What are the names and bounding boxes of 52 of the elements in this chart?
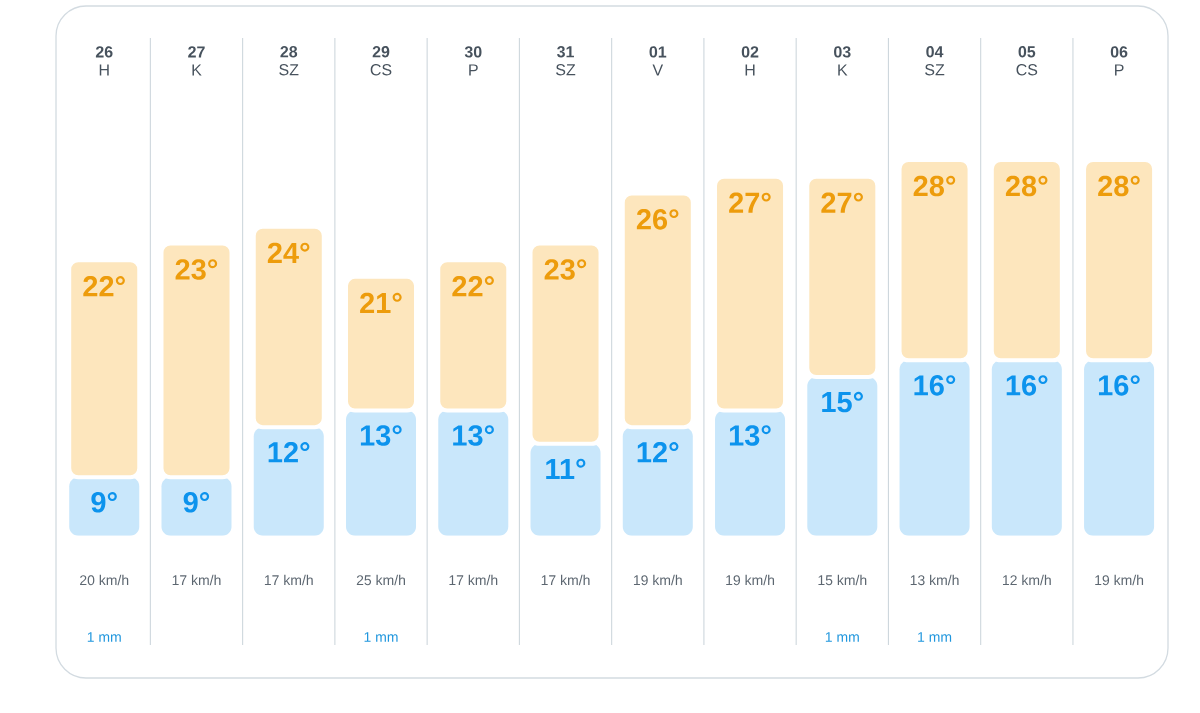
x-tick-label: 28 SZ [279,46,299,76]
category-label: 12 km/h [1002,574,1051,586]
data-label: 9° [91,491,117,513]
x-tick-label: 30 P [464,46,482,76]
x-tick-label: 01 V [649,46,667,76]
category-label: 20 km/h [80,574,129,586]
data-label: 16° [914,375,956,396]
category-label: 19 km/h [726,574,775,586]
category-label: 17 km/h [449,574,498,586]
x-tick-label: 31 SZ [556,46,576,76]
x-tick-label: 05 CS [1016,46,1038,76]
x-tick-label: 29 CS [370,46,392,76]
x-tick-label: 06 P [1110,46,1128,76]
x-tick-label: 04 SZ [925,46,945,76]
x-tick-label: 02 H [741,46,759,76]
total-label: 27° [821,192,863,213]
total-label: 28° [1005,175,1048,197]
category-label: 15 km/h [818,574,867,586]
total-label: 28° [1098,175,1140,197]
category-label: 17 km/h [541,574,590,586]
category-label: 1 mm [364,632,398,642]
total-label: 24° [267,242,310,263]
data-label: 13° [729,425,771,446]
total-label: 23° [175,259,218,280]
category-label: 19 km/h [1095,574,1144,586]
data-label: 16° [1006,375,1048,396]
category-label: 19 km/h [633,574,682,586]
category-label: 17 km/h [264,574,313,586]
data-label: 12° [637,442,679,463]
category-label: 1 mm [87,632,121,642]
total-label: 27° [729,192,771,213]
category-label: 1 mm [918,632,952,642]
category-label: 17 km/h [172,574,221,586]
data-label: 11° [546,458,586,479]
total-label: 23° [544,259,587,280]
category-label: 1 mm [825,632,859,642]
total-label: 26° [636,209,679,230]
total-label: 22° [452,276,494,297]
x-tick-label: 26 H [95,46,113,76]
x-tick-label: 27 K [188,46,205,76]
category-label: 13 km/h [910,574,959,586]
data-label: 13° [453,425,494,446]
x-tick-label: 03 K [834,46,851,76]
data-label: 15° [822,391,863,413]
total-label: 28° [913,175,956,197]
data-label: 16° [1098,375,1140,396]
total-label: 22° [83,276,125,297]
total-label: 21° [360,292,402,313]
data-label: 9° [183,491,210,513]
data-label: 13° [360,425,402,446]
category-label: 25 km/h [356,574,405,586]
data-label: 12° [268,442,310,463]
